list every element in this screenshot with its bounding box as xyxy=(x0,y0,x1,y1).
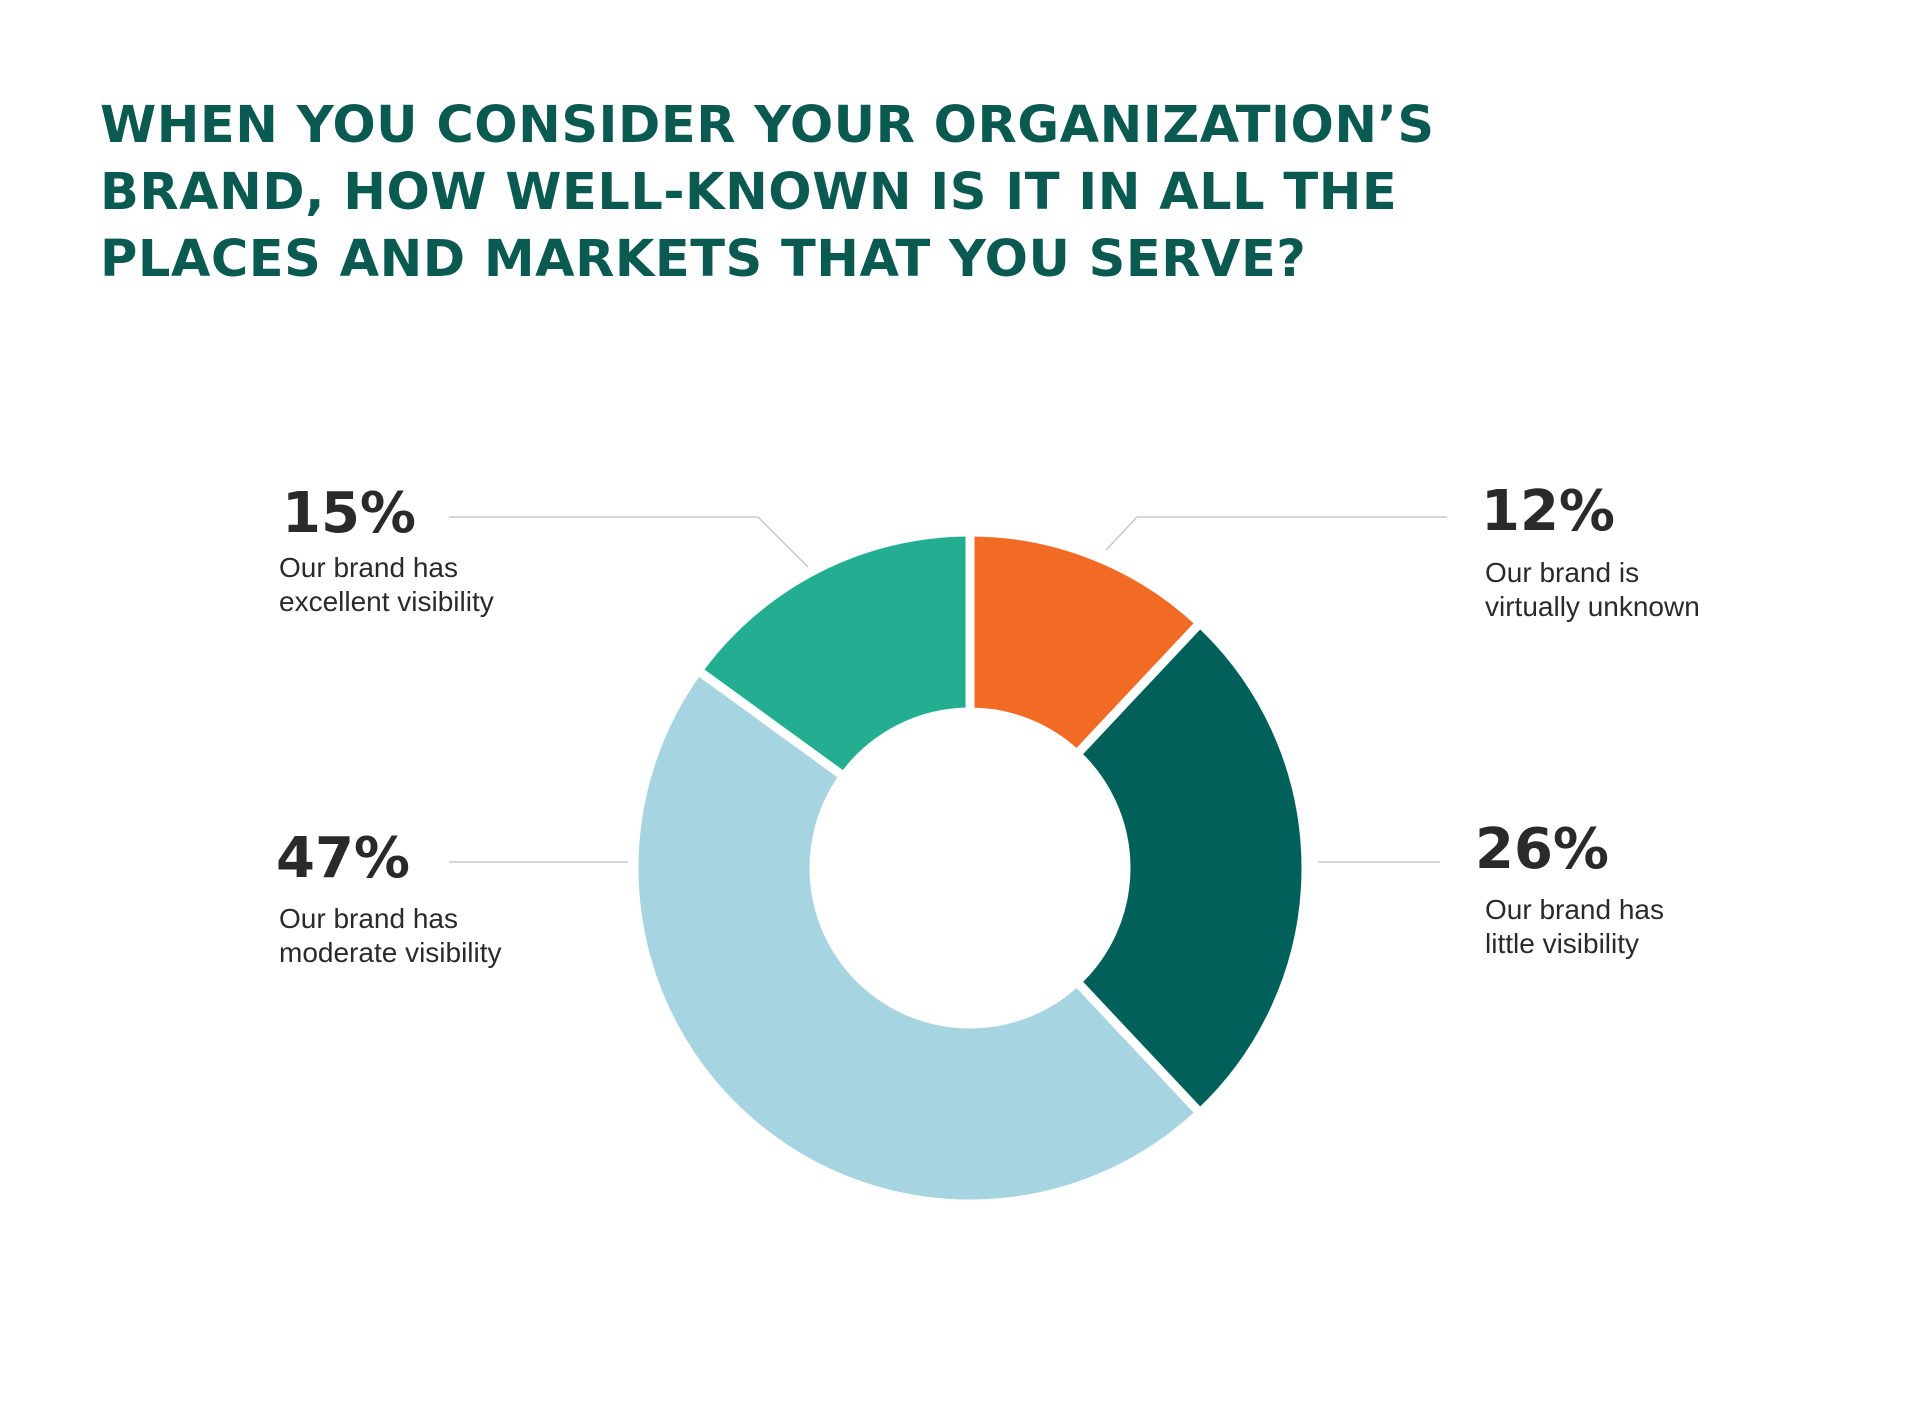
slice-value-label-little-visibility: 26% xyxy=(1475,817,1610,882)
slice-label-virtually-unknown: Our brand is virtually unknown xyxy=(1485,556,1700,624)
chart-title-line-3: PLACES AND MARKETS THAT YOU SERVE? xyxy=(100,230,1307,289)
donut-slice-3 xyxy=(629,664,1207,1209)
donut-slice-4 xyxy=(691,527,975,783)
donut-slice-2 xyxy=(1070,616,1311,1120)
chart-title: WHEN YOU CONSIDER YOUR ORGANIZATION’S BR… xyxy=(100,92,1500,293)
slice-label-line: virtually unknown xyxy=(1485,591,1700,622)
slice-label-moderate-visibility: Our brand has moderate visibility xyxy=(279,902,502,970)
donut-slices xyxy=(629,527,1311,1209)
slice-label-line: Our brand has xyxy=(279,552,458,583)
slice-label-line: excellent visibility xyxy=(279,586,494,617)
slice-label-little-visibility: Our brand has little visibility xyxy=(1485,893,1664,961)
slice-label-line: moderate visibility xyxy=(279,937,502,968)
leader-line-1 xyxy=(1105,516,1447,551)
chart-title-line-2: BRAND, HOW WELL-KNOWN IS IT IN ALL THE xyxy=(100,163,1398,222)
slice-label-line: little visibility xyxy=(1485,928,1640,959)
slice-label-excellent-visibility: Our brand has excellent visibility xyxy=(279,551,494,619)
donut-slice-1 xyxy=(965,527,1207,761)
slice-label-line: Our brand is xyxy=(1485,557,1640,588)
slice-label-line: Our brand has xyxy=(279,903,458,934)
chart-title-line-1: WHEN YOU CONSIDER YOUR ORGANIZATION’S xyxy=(100,96,1435,155)
leader-lines xyxy=(449,516,1447,863)
leader-line-4 xyxy=(449,516,809,568)
slice-label-line: Our brand has xyxy=(1485,894,1664,925)
slice-value-label-virtually-unknown: 12% xyxy=(1481,479,1616,544)
slice-value-label-moderate-visibility: 47% xyxy=(276,826,411,891)
slice-value-label-excellent-visibility: 15% xyxy=(282,481,417,546)
